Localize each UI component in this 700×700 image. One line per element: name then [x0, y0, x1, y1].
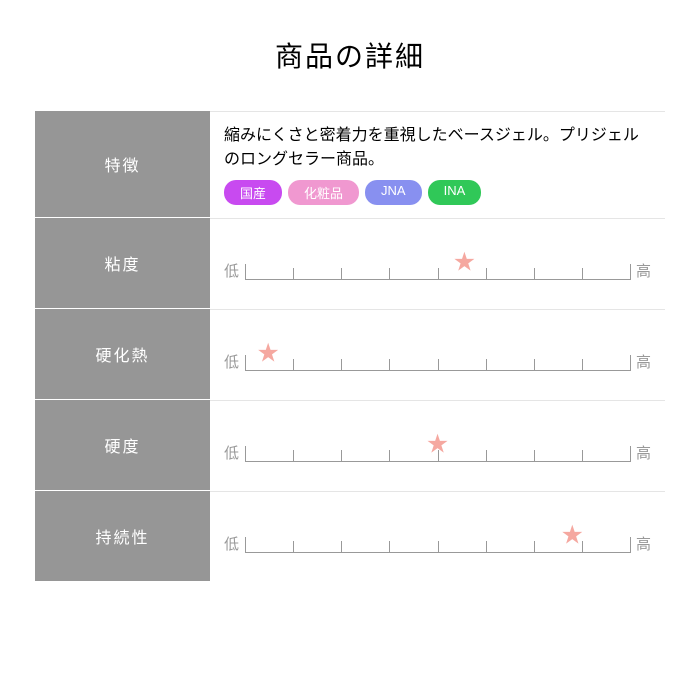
feature-content: 縮みにくさと密着力を重視したベースジェル。プリジェルのロングセラー商品。 国産化… — [210, 111, 665, 217]
scale-low-label: 低 — [224, 533, 239, 554]
scale-track: ★ — [245, 262, 630, 280]
scale-low-label: 低 — [224, 351, 239, 372]
page-title: 商品の詳細 — [35, 35, 665, 75]
scale-row: 硬化熱低 ★ 高 — [35, 308, 665, 399]
scale-high-label: 高 — [636, 260, 651, 281]
star-icon: ★ — [256, 337, 279, 368]
star-icon: ★ — [426, 428, 449, 459]
star-icon: ★ — [561, 519, 584, 550]
scale-content: 低 ★ 高 — [210, 218, 665, 308]
product-detail-panel: 商品の詳細 特徴 縮みにくさと密着力を重視したベースジェル。プリジェルのロングセ… — [0, 0, 700, 616]
scale-content: 低 ★ 高 — [210, 400, 665, 490]
star-icon: ★ — [453, 246, 476, 277]
scale-wrap: 低 ★ 高 — [224, 260, 651, 281]
feature-label: 特徴 — [35, 111, 210, 217]
scale-label: 粘度 — [35, 218, 210, 308]
scale-row: 持続性低 ★ 高 — [35, 490, 665, 581]
badge-group: 国産化粧品JNAINA — [224, 180, 651, 205]
scale-label: 持続性 — [35, 491, 210, 581]
scale-wrap: 低 ★ 高 — [224, 442, 651, 463]
scale-label: 硬度 — [35, 400, 210, 490]
feature-text: 縮みにくさと密着力を重視したベースジェル。プリジェルのロングセラー商品。 — [224, 124, 651, 172]
scale-wrap: 低 ★ 高 — [224, 533, 651, 554]
badge: INA — [428, 180, 482, 205]
scale-content: 低 ★ 高 — [210, 491, 665, 581]
scale-wrap: 低 ★ 高 — [224, 351, 651, 372]
scale-row: 粘度低 ★ 高 — [35, 217, 665, 308]
scale-label: 硬化熱 — [35, 309, 210, 399]
scale-track: ★ — [245, 444, 630, 462]
scale-high-label: 高 — [636, 442, 651, 463]
scale-row: 硬度低 ★ 高 — [35, 399, 665, 490]
badge: 国産 — [224, 180, 282, 205]
scale-track: ★ — [245, 535, 630, 553]
scale-low-label: 低 — [224, 260, 239, 281]
scale-content: 低 ★ 高 — [210, 309, 665, 399]
scale-low-label: 低 — [224, 442, 239, 463]
detail-table: 特徴 縮みにくさと密着力を重視したベースジェル。プリジェルのロングセラー商品。 … — [35, 110, 665, 581]
scale-high-label: 高 — [636, 351, 651, 372]
badge: JNA — [365, 180, 422, 205]
scale-track: ★ — [245, 353, 630, 371]
feature-row: 特徴 縮みにくさと密着力を重視したベースジェル。プリジェルのロングセラー商品。 … — [35, 110, 665, 217]
scale-high-label: 高 — [636, 533, 651, 554]
badge: 化粧品 — [288, 180, 359, 205]
